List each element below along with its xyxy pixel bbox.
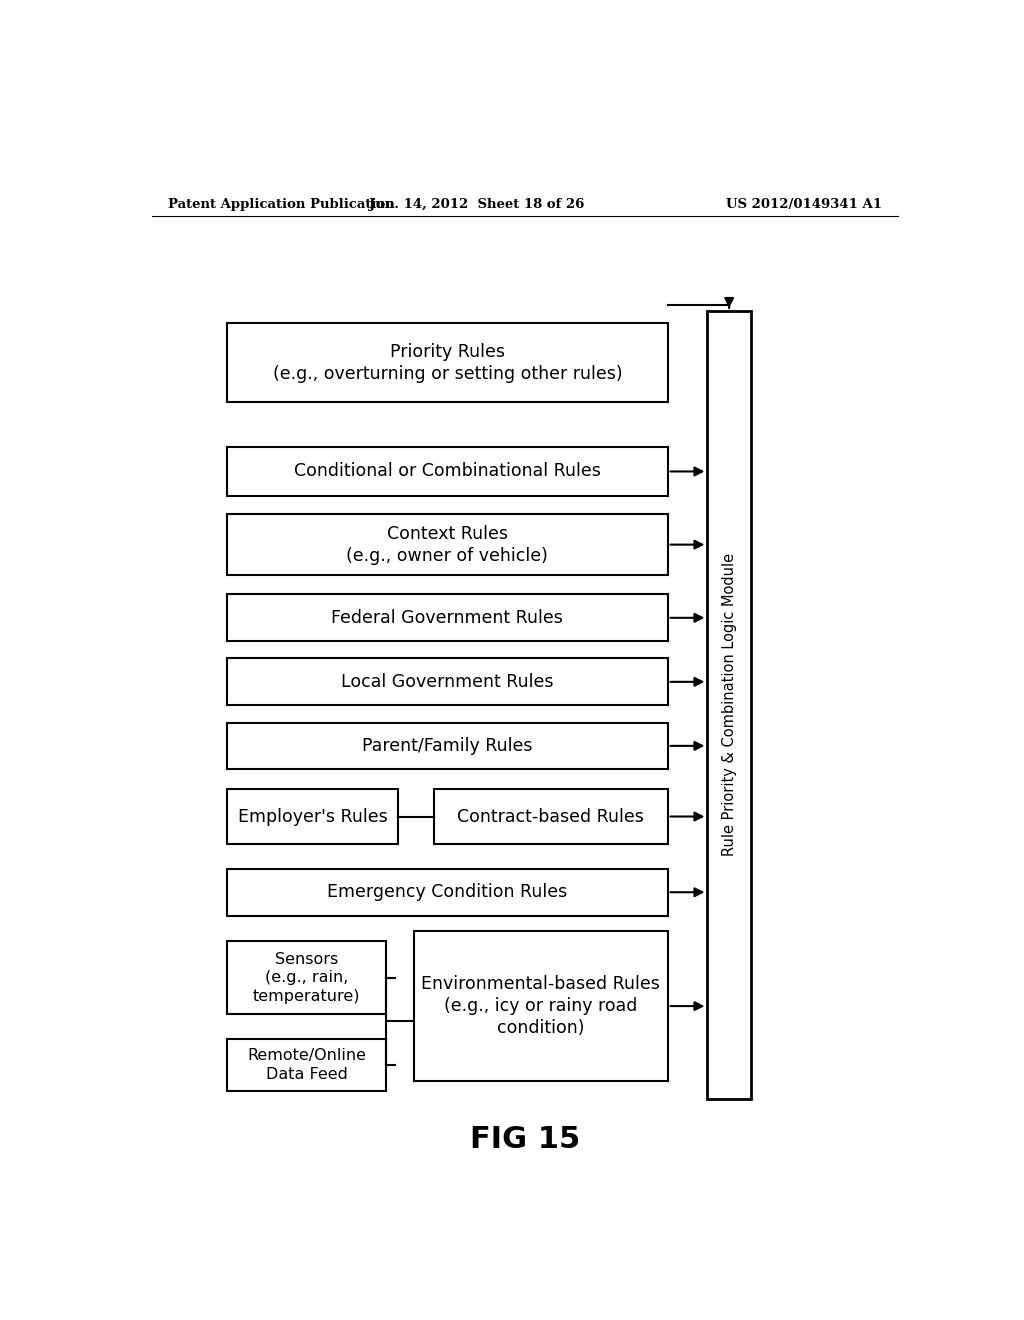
- Text: Local Government Rules: Local Government Rules: [341, 673, 554, 690]
- Text: Emergency Condition Rules: Emergency Condition Rules: [328, 883, 567, 902]
- Text: Federal Government Rules: Federal Government Rules: [332, 609, 563, 627]
- FancyBboxPatch shape: [227, 1039, 386, 1092]
- Text: Sensors
(e.g., rain,
temperature): Sensors (e.g., rain, temperature): [253, 952, 360, 1003]
- Text: Parent/Family Rules: Parent/Family Rules: [362, 737, 532, 755]
- Text: Context Rules
(e.g., owner of vehicle): Context Rules (e.g., owner of vehicle): [346, 524, 549, 565]
- FancyBboxPatch shape: [227, 659, 668, 705]
- Text: Patent Application Publication: Patent Application Publication: [168, 198, 394, 211]
- FancyBboxPatch shape: [227, 941, 386, 1014]
- Text: Environmental-based Rules
(e.g., icy or rainy road
condition): Environmental-based Rules (e.g., icy or …: [421, 975, 660, 1038]
- FancyBboxPatch shape: [433, 788, 668, 845]
- Text: FIG 15: FIG 15: [470, 1125, 580, 1154]
- FancyBboxPatch shape: [227, 869, 668, 916]
- Text: US 2012/0149341 A1: US 2012/0149341 A1: [726, 198, 882, 211]
- FancyBboxPatch shape: [227, 788, 397, 845]
- FancyBboxPatch shape: [227, 447, 668, 496]
- Text: Conditional or Combinational Rules: Conditional or Combinational Rules: [294, 462, 601, 480]
- Text: Rule Priority & Combination Logic Module: Rule Priority & Combination Logic Module: [722, 553, 736, 857]
- FancyBboxPatch shape: [414, 931, 668, 1081]
- FancyBboxPatch shape: [227, 594, 668, 642]
- Text: Employer's Rules: Employer's Rules: [238, 808, 387, 825]
- FancyBboxPatch shape: [708, 312, 751, 1098]
- FancyBboxPatch shape: [227, 323, 668, 403]
- Text: Priority Rules
(e.g., overturning or setting other rules): Priority Rules (e.g., overturning or set…: [272, 343, 623, 383]
- Text: Jun. 14, 2012  Sheet 18 of 26: Jun. 14, 2012 Sheet 18 of 26: [370, 198, 585, 211]
- Text: Contract-based Rules: Contract-based Rules: [457, 808, 644, 825]
- FancyBboxPatch shape: [227, 722, 668, 770]
- FancyBboxPatch shape: [227, 515, 668, 576]
- Text: Remote/Online
Data Feed: Remote/Online Data Feed: [247, 1048, 366, 1082]
